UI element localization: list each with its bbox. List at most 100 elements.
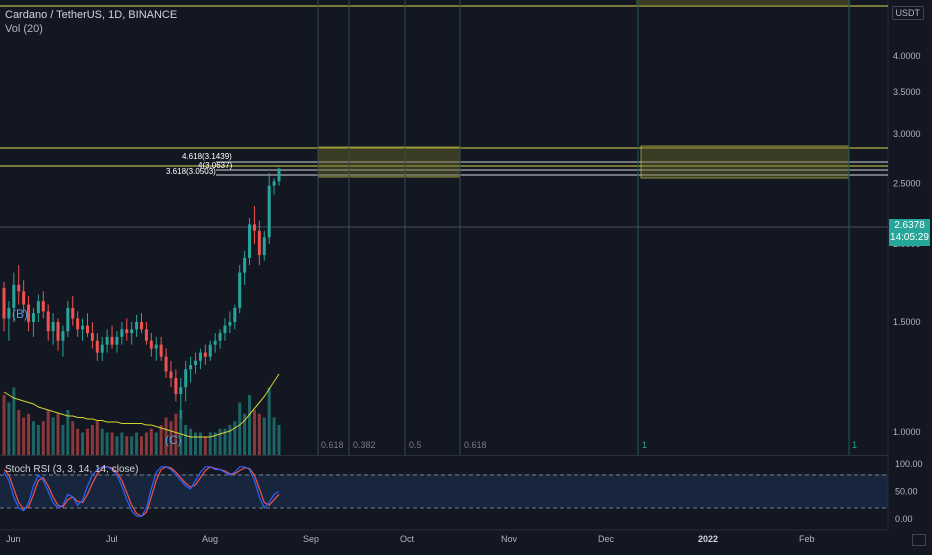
candle-body [267,185,271,238]
volume-bar [233,421,237,455]
volume-bar [31,421,35,455]
last-price-value: 2.6378 [894,220,925,231]
candle-body [130,329,134,334]
fib-time-label: 0.618 [464,440,487,450]
volume-bar [76,428,80,455]
candle-body [174,378,178,395]
volume-bar [36,425,40,455]
candle-body [179,387,183,395]
volume-bar [198,432,202,455]
candle-body [159,344,163,357]
volume-bar [95,421,99,455]
candle-body [2,288,6,319]
volume-bar [2,395,6,455]
panel-divider [0,455,888,456]
volume-bar [46,410,50,455]
volume-bar [189,428,193,455]
wave-label: (C) [165,433,182,447]
bar-countdown: 14:05:29 [890,232,929,243]
volume-bar [81,432,85,455]
candle-body [213,340,217,345]
fib-time-label: 0.618 [321,440,344,450]
volume-bar [208,432,212,455]
y-tick-label: 4.0000 [893,51,921,61]
candle-body [90,333,94,341]
candle-body [7,307,11,319]
volume-bar [277,425,281,455]
wave-label: (B) [12,307,28,321]
target-zone [636,0,850,6]
candle-body [135,322,139,330]
candle-body [61,331,65,341]
fib-ext-label: 4.618(3.1439) [182,152,232,161]
x-tick-label: Nov [501,534,518,544]
volume-ma-line [3,373,280,438]
candle-body [248,224,252,258]
volume-bar [41,421,45,455]
candle-body [36,301,40,314]
stoch-y-tick-label: 100.00 [895,459,923,469]
volume-bar [125,436,129,455]
settings-icon[interactable] [912,534,926,546]
stoch-rsi-legend[interactable]: Stoch RSI (3, 3, 14, 14, close) [5,464,139,475]
volume-bar [218,428,222,455]
symbol-legend[interactable]: Cardano / TetherUS, 1D, BINANCE [5,9,178,21]
volume-bar [105,432,109,455]
fib-ext-label: 4(3.0637) [198,161,233,170]
candle-body [105,336,109,345]
candle-body [27,304,31,323]
volume-bar [85,428,89,455]
volume-bar [66,410,70,455]
volume-bar [140,436,143,455]
volume-bar [115,436,119,455]
volume-bar [22,417,26,455]
candle-body [272,181,276,186]
volume-bar [169,421,173,455]
volume-bar [149,428,153,455]
candle-body [85,325,89,334]
candle-body [238,272,242,308]
volume-bar [267,387,271,455]
y-tick-label: 2.5000 [893,178,921,188]
candle-body [252,224,256,231]
x-tick-label: Aug [202,534,218,544]
candle-body [115,336,119,345]
currency-label[interactable]: USDT [891,6,924,20]
candle-body [164,356,168,372]
volume-legend[interactable]: Vol (20) [5,23,43,35]
candle-body [184,369,188,388]
candle-body [144,329,148,341]
candle-body [110,336,114,345]
candle-body [51,322,55,332]
candle-body [194,360,198,366]
volume-bar [174,413,178,455]
volume-bar [252,410,256,455]
x-tick-label: Feb [799,534,815,544]
candle-body [203,352,207,357]
fib-ext-label: 3.618(3.0503) [166,167,216,176]
candle-body [208,344,212,357]
candle-body [46,311,50,332]
x-tick-label: Jul [106,534,118,544]
candle-body [56,322,60,341]
volume-bar [90,425,94,455]
x-tick-label: Sep [303,534,319,544]
target-zone [317,146,461,178]
y-tick-label: 3.0000 [893,129,921,139]
stoch-y-tick-label: 50.00 [895,487,918,497]
volume-bar [203,436,207,455]
x-tick-label: Oct [400,534,415,544]
volume-bar [238,402,242,455]
volume-bar [135,432,139,455]
candle-body [149,340,153,349]
candle-body [76,318,80,330]
candle-body [228,322,232,326]
candle-body [218,333,222,341]
candle-body [233,307,237,323]
volume-bar [179,410,183,455]
volume-bar [17,410,21,455]
candle-body [81,325,85,330]
candle-body [262,237,266,256]
